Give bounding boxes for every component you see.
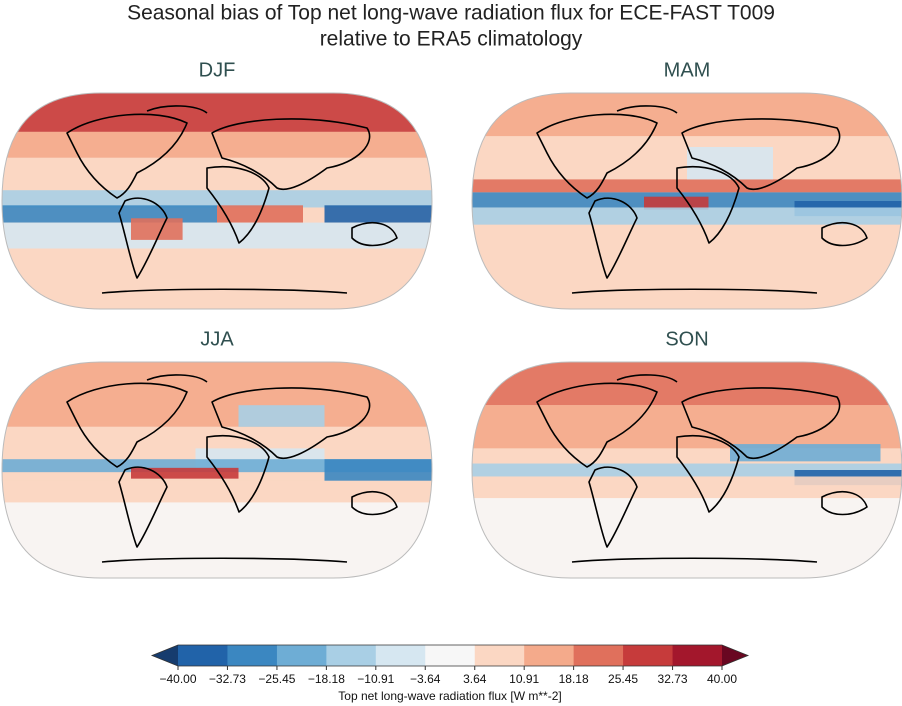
colorbar-tick-label: 10.91 — [509, 672, 539, 686]
colorbar-tick-label: 25.45 — [608, 672, 638, 686]
field-band — [472, 224, 902, 309]
colorbar-segment — [227, 645, 278, 666]
field-band — [2, 362, 432, 427]
colorbar-segment — [474, 645, 525, 666]
figure-title: Seasonal bias of Top net long-wave radia… — [127, 2, 775, 25]
colorbar-tick-label: −18.18 — [308, 672, 345, 686]
colorbar-segment — [623, 645, 674, 666]
field-band — [2, 205, 217, 223]
colorbar-over — [722, 645, 748, 666]
field-band — [324, 459, 432, 481]
panel-title: MAM — [664, 59, 711, 81]
field-band — [2, 190, 432, 208]
colorbar-tick-label: −10.91 — [357, 672, 394, 686]
colorbar-segment — [573, 645, 624, 666]
panel-title: SON — [665, 328, 708, 350]
colorbar-segment — [178, 645, 228, 666]
map-outline — [471, 92, 902, 310]
field-band — [472, 207, 902, 225]
panel-title: JJA — [200, 328, 234, 350]
colorbar-tick-label: 18.18 — [559, 672, 589, 686]
field-band — [238, 405, 325, 427]
map-outline — [471, 361, 902, 579]
colorbar-tick-label: −40.00 — [159, 672, 196, 686]
map-field — [472, 93, 902, 309]
panel-title: DJF — [199, 59, 236, 81]
colorbar-tick-label: −32.73 — [209, 672, 246, 686]
field-band — [472, 476, 902, 499]
field-band — [2, 93, 432, 132]
colorbar-under — [152, 645, 178, 666]
map-outline — [1, 92, 433, 310]
map-field — [2, 93, 432, 309]
field-band — [472, 179, 902, 193]
field-band — [644, 196, 709, 210]
field-band — [131, 218, 183, 240]
colorbar-segment — [425, 645, 476, 666]
colorbar-segment — [276, 645, 327, 666]
field-band — [2, 480, 432, 503]
field-band — [2, 248, 432, 309]
field-band — [472, 498, 902, 578]
map-field — [2, 362, 432, 578]
colorbar-segment — [672, 645, 723, 666]
colorbar-segment — [524, 645, 575, 666]
colorbar-tick-label: 40.00 — [707, 672, 737, 686]
colorbar-tick-label: 3.64 — [463, 672, 487, 686]
colorbar-label: Top net long-wave radiation flux [W m**-… — [338, 689, 561, 703]
colorbar-segment — [326, 645, 377, 666]
field-band — [324, 205, 432, 223]
figure-title: relative to ERA5 climatology — [320, 28, 583, 51]
colorbar-segment — [375, 645, 426, 666]
colorbar-tick-label: 32.73 — [658, 672, 688, 686]
field-band — [730, 444, 881, 462]
field-band — [131, 467, 239, 479]
colorbar-tick-label: −3.64 — [410, 672, 441, 686]
field-band — [2, 502, 432, 578]
field-band — [472, 405, 902, 449]
map-field — [472, 362, 902, 578]
colorbar-tick-label: −25.45 — [258, 672, 295, 686]
map-outline — [1, 361, 433, 579]
field-band — [2, 157, 432, 191]
